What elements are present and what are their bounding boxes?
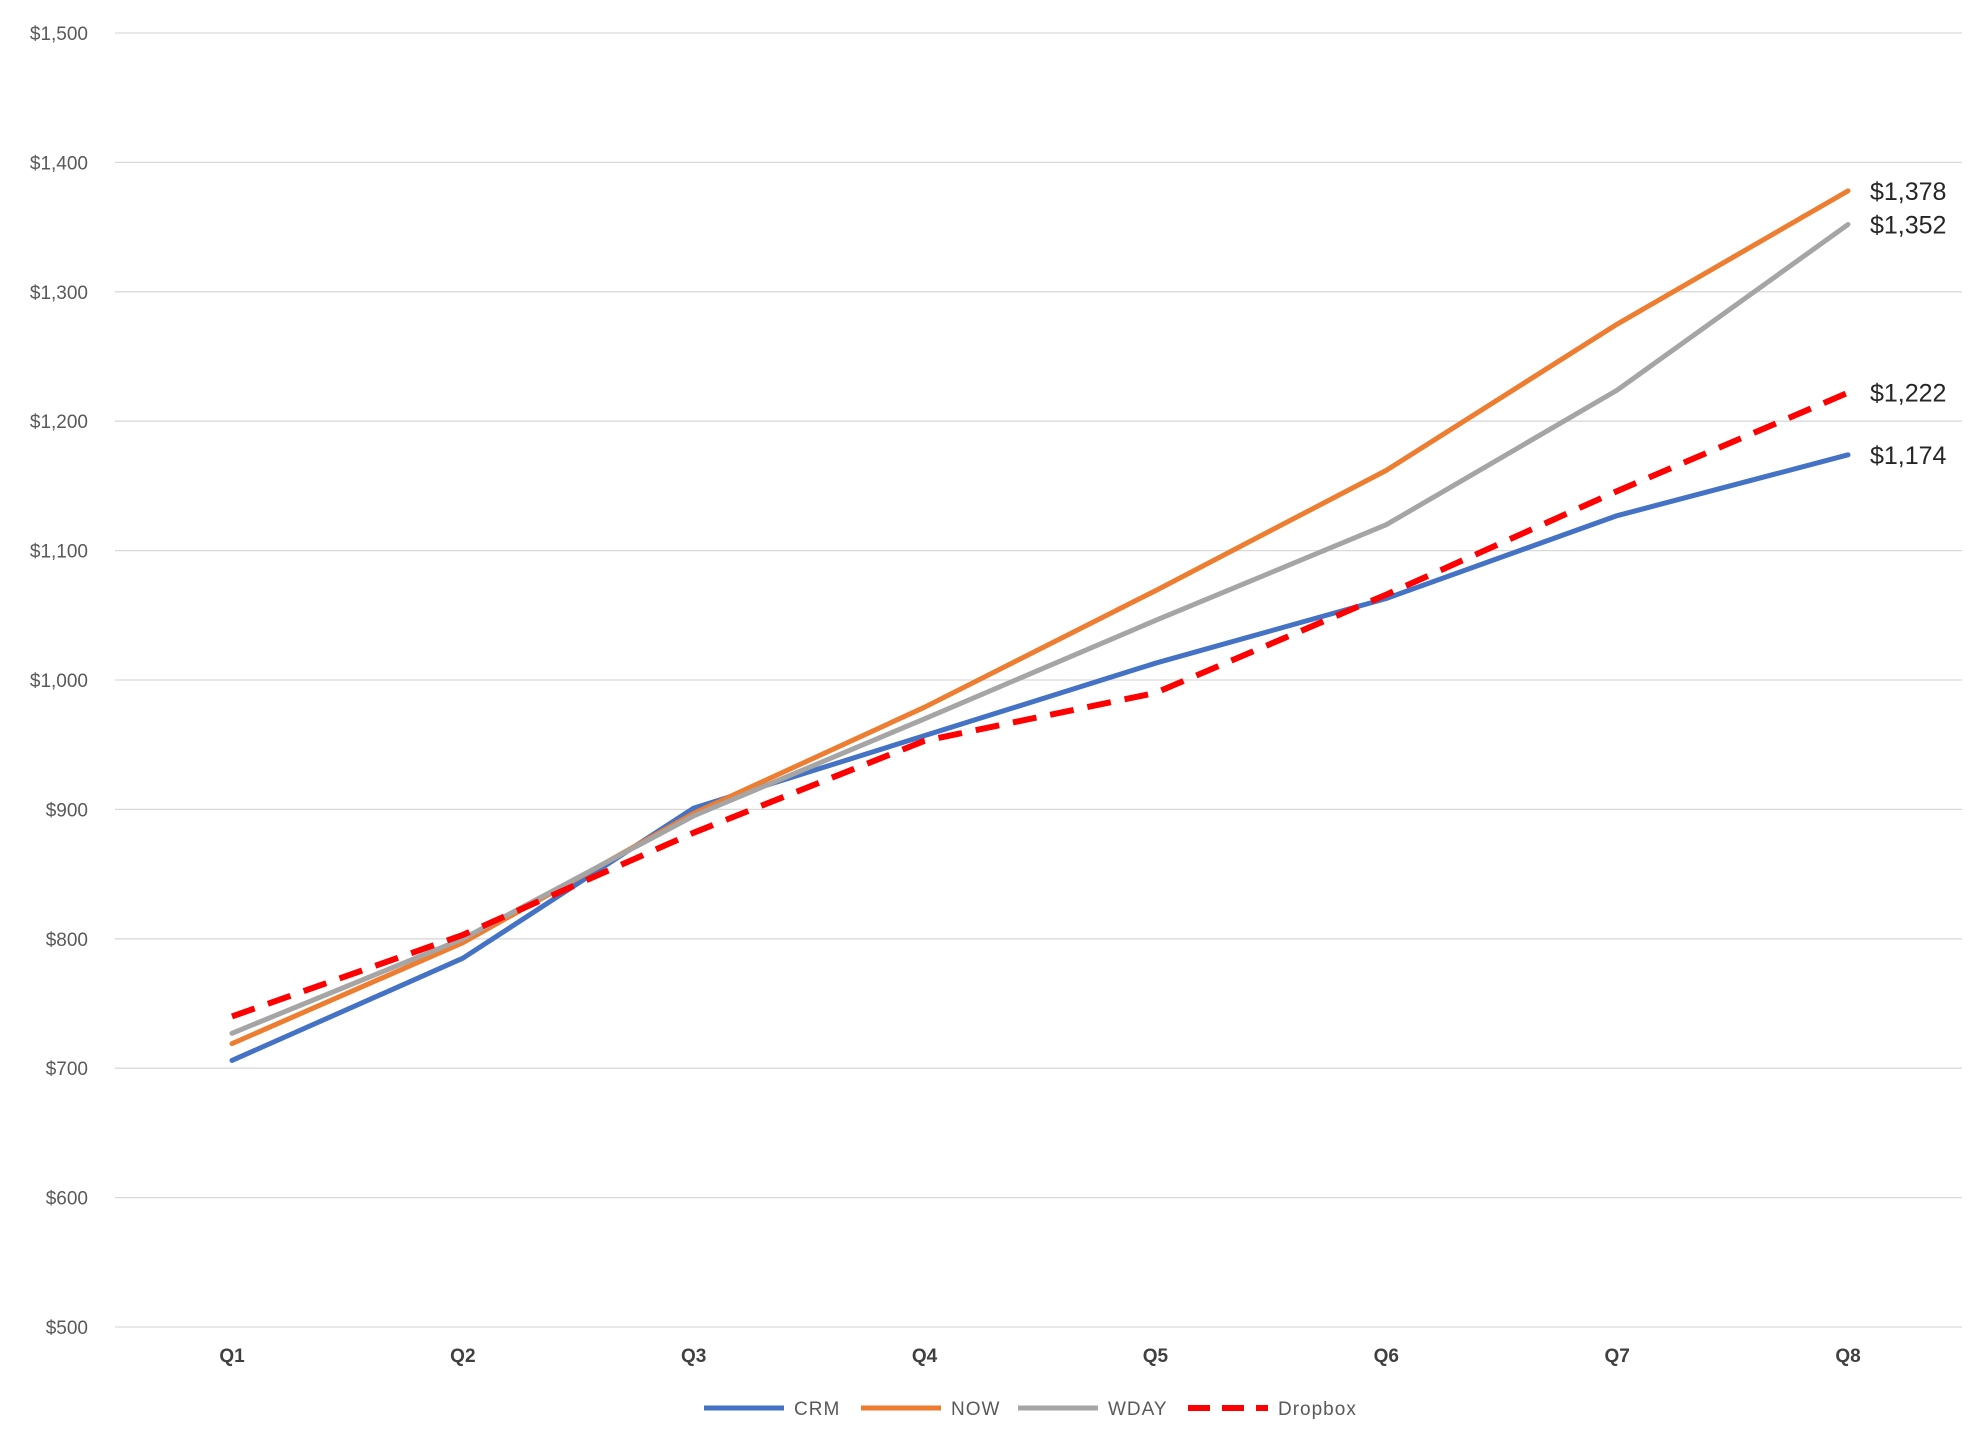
legend-label: CRM bbox=[794, 1399, 840, 1420]
legend: CRM NOW WDAY Dropbox bbox=[704, 1399, 1357, 1420]
end-label-dropbox: $1,222 bbox=[1870, 380, 1946, 408]
x-tick-label: Q4 bbox=[912, 1346, 938, 1367]
end-label-now: $1,378 bbox=[1870, 178, 1946, 206]
legend-label: Dropbox bbox=[1278, 1399, 1357, 1420]
y-tick-label: $500 bbox=[46, 1318, 88, 1339]
y-tick-label: $1,200 bbox=[30, 412, 88, 433]
x-tick-label: Q7 bbox=[1604, 1346, 1629, 1367]
legend-label: WDAY bbox=[1108, 1399, 1168, 1420]
legend-label: NOW bbox=[951, 1399, 1000, 1420]
legend-item-dropbox: Dropbox bbox=[1188, 1399, 1357, 1420]
y-tick-label: $600 bbox=[46, 1189, 88, 1210]
y-axis-ticks: $500 $600 $700 $800 $900 $1,000 $1,100 $1,200 $1… bbox=[30, 24, 88, 1339]
x-tick-label: Q8 bbox=[1835, 1346, 1860, 1367]
y-tick-label: $1,400 bbox=[30, 153, 88, 174]
end-value-labels: $1,378 $1,352 $1,222 $1,174 bbox=[1870, 178, 1947, 470]
y-tick-label: $1,100 bbox=[30, 542, 88, 563]
series-line-crm bbox=[229, 452, 1851, 1063]
legend-item-wday: WDAY bbox=[1018, 1399, 1168, 1420]
series-line-dropbox bbox=[231, 389, 1850, 1020]
legend-item-crm: CRM bbox=[704, 1399, 840, 1420]
y-tick-label: $900 bbox=[46, 800, 88, 821]
end-label-crm: $1,174 bbox=[1870, 442, 1947, 470]
series-line-wday bbox=[229, 222, 1851, 1036]
series-lines bbox=[229, 188, 1851, 1063]
x-tick-label: Q2 bbox=[450, 1346, 475, 1367]
gridlines bbox=[115, 32, 1962, 1328]
x-tick-label: Q6 bbox=[1374, 1346, 1399, 1367]
end-label-wday: $1,352 bbox=[1870, 212, 1946, 240]
x-tick-label: Q1 bbox=[219, 1346, 245, 1367]
y-tick-label: $1,000 bbox=[30, 671, 88, 692]
series-line-now bbox=[229, 188, 1851, 1047]
y-tick-label: $800 bbox=[46, 930, 88, 951]
x-axis-ticks: Q1 Q2 Q3 Q4 Q5 Q6 Q7 Q8 bbox=[219, 1346, 1860, 1367]
x-tick-label: Q5 bbox=[1143, 1346, 1169, 1367]
x-tick-label: Q3 bbox=[681, 1346, 706, 1367]
y-tick-label: $700 bbox=[46, 1059, 88, 1080]
y-tick-label: $1,300 bbox=[30, 283, 88, 304]
legend-item-now: NOW bbox=[861, 1399, 1000, 1420]
y-tick-label: $1,500 bbox=[30, 24, 88, 45]
